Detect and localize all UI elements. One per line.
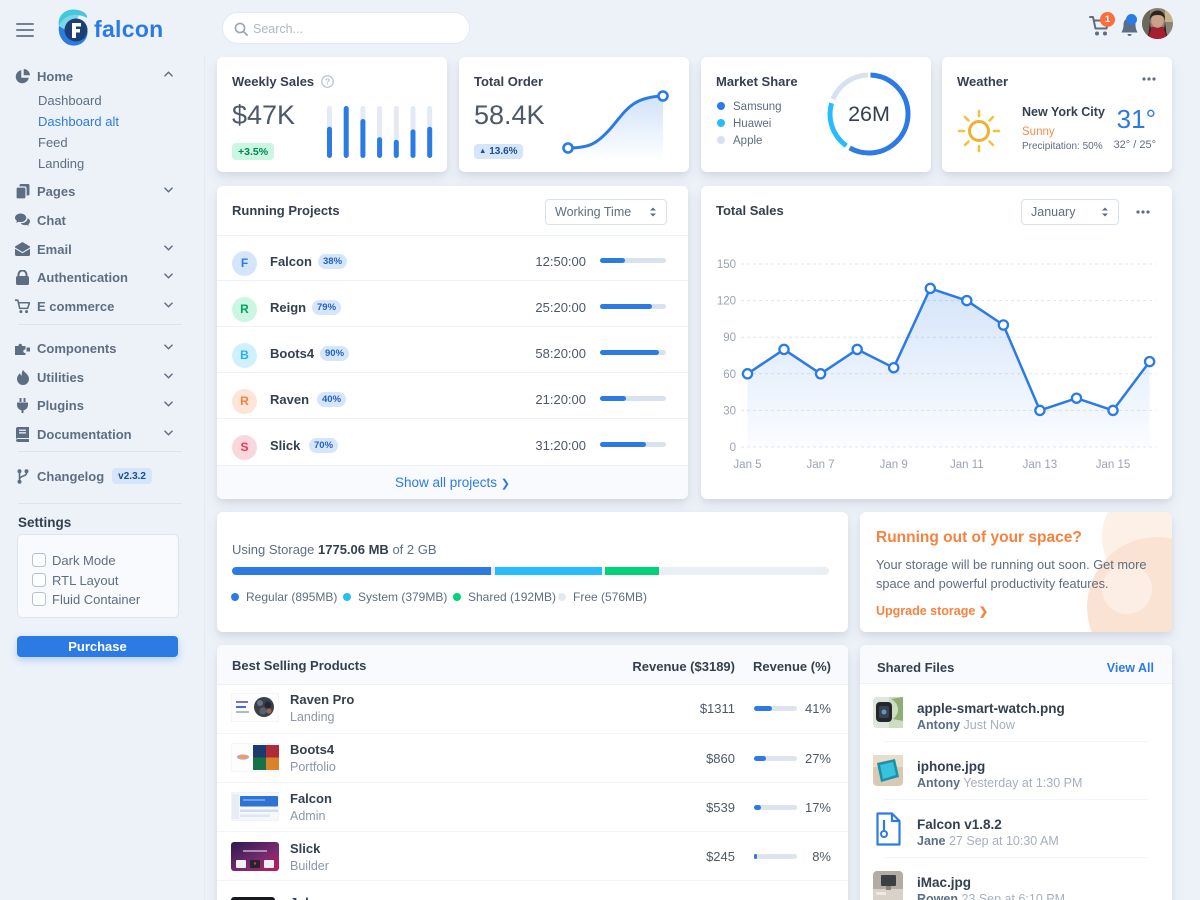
svg-text:60: 60	[723, 369, 736, 381]
svg-text:Jan 15: Jan 15	[1096, 459, 1131, 471]
svg-text:Jan 9: Jan 9	[880, 459, 908, 471]
svg-text:150: 150	[717, 259, 736, 271]
svg-text:90: 90	[723, 332, 736, 344]
svg-text:Jan 13: Jan 13	[1023, 459, 1058, 471]
svg-text:120: 120	[717, 296, 736, 308]
svg-text:Jan 7: Jan 7	[807, 459, 835, 471]
svg-text:Jan 11: Jan 11	[950, 459, 984, 471]
svg-text:30: 30	[723, 405, 736, 417]
svg-text:?: ?	[325, 76, 330, 86]
svg-text:Jan 5: Jan 5	[733, 459, 761, 471]
svg-text:26M: 26M	[848, 102, 890, 126]
svg-text:0: 0	[730, 442, 736, 454]
